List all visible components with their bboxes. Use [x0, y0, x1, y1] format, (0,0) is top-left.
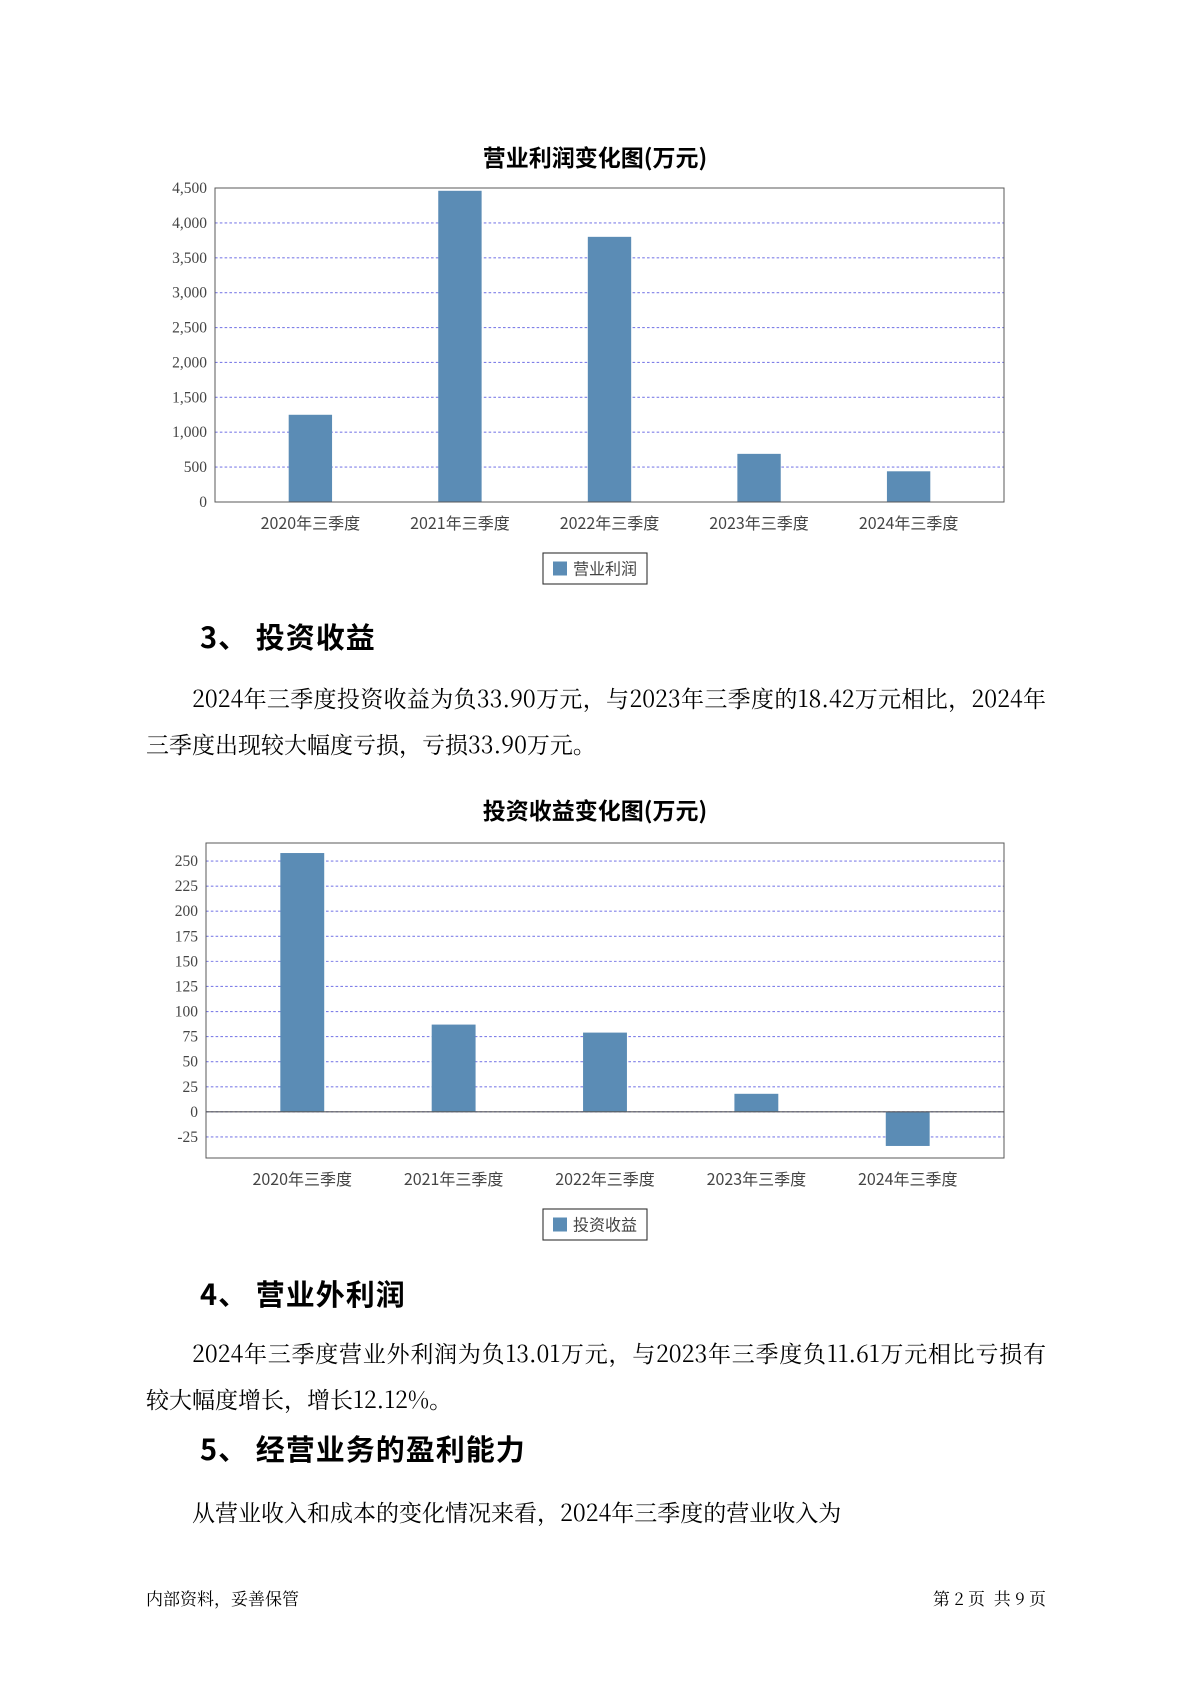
svg-text:1,000: 1,000	[172, 424, 207, 441]
svg-text:2021年三季度: 2021年三季度	[404, 1166, 504, 1190]
svg-text:投资收益变化图(万元): 投资收益变化图(万元)	[483, 793, 707, 826]
svg-text:125: 125	[175, 978, 199, 995]
svg-text:0: 0	[190, 1104, 198, 1121]
svg-text:营业利润变化图(万元): 营业利润变化图(万元)	[483, 140, 707, 173]
svg-text:100: 100	[175, 1004, 199, 1021]
svg-text:2023年三季度: 2023年三季度	[709, 510, 809, 534]
svg-text:2022年三季度: 2022年三季度	[555, 1166, 655, 1190]
svg-text:2021年三季度: 2021年三季度	[410, 510, 510, 534]
svg-text:2022年三季度: 2022年三季度	[560, 510, 660, 534]
svg-text:-25: -25	[177, 1129, 198, 1146]
svg-text:175: 175	[175, 928, 199, 945]
svg-text:4,000: 4,000	[172, 215, 207, 232]
svg-text:2,000: 2,000	[172, 354, 207, 371]
svg-text:50: 50	[183, 1054, 199, 1071]
svg-text:250: 250	[175, 853, 199, 870]
svg-text:2024年三季度: 2024年三季度	[858, 1166, 958, 1190]
svg-text:2023年三季度: 2023年三季度	[707, 1166, 807, 1190]
svg-text:2024年三季度: 2024年三季度	[859, 510, 959, 534]
svg-text:2020年三季度: 2020年三季度	[261, 510, 361, 534]
svg-text:225: 225	[175, 878, 199, 895]
svg-text:3,000: 3,000	[172, 285, 207, 302]
svg-text:25: 25	[183, 1079, 199, 1096]
svg-text:200: 200	[175, 903, 199, 920]
svg-text:75: 75	[183, 1029, 199, 1046]
svg-text:1,500: 1,500	[172, 389, 207, 406]
svg-text:4,500: 4,500	[172, 180, 207, 197]
svg-text:150: 150	[175, 953, 199, 970]
svg-text:500: 500	[184, 459, 208, 476]
svg-text:2020年三季度: 2020年三季度	[253, 1166, 353, 1190]
svg-text:3,500: 3,500	[172, 250, 207, 267]
svg-text:投资收益: 投资收益	[573, 1212, 637, 1236]
svg-text:2,500: 2,500	[172, 320, 207, 337]
svg-text:0: 0	[199, 494, 207, 511]
svg-text:营业利润: 营业利润	[573, 556, 637, 580]
